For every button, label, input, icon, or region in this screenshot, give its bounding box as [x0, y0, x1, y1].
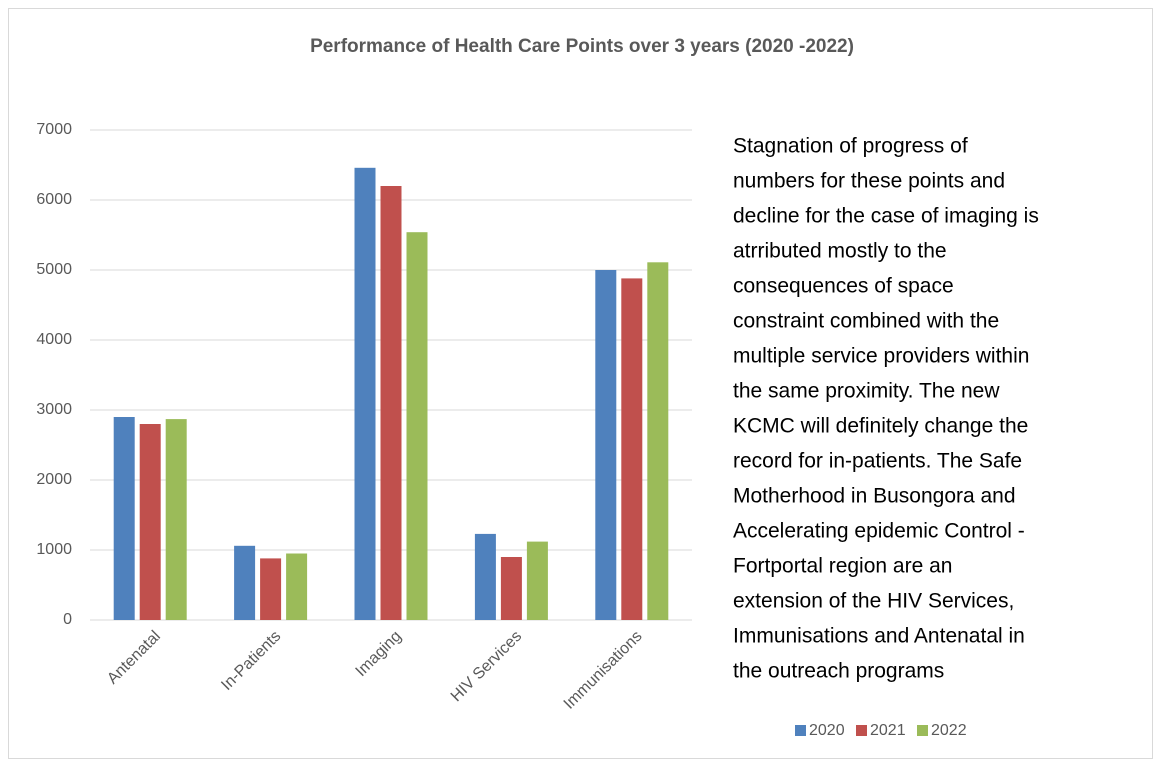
annotation: the outreach programs [733, 660, 944, 683]
annotation: multiple service providers within [733, 345, 1029, 368]
bar [647, 262, 669, 620]
legend-label: 2022 [931, 722, 967, 739]
annotation: Stagnation of progress of [733, 135, 968, 158]
y-tick-label: 0 [63, 611, 72, 628]
legend-label: 2020 [809, 722, 845, 739]
bar [595, 270, 617, 620]
annotation: atrributed mostly to the [733, 240, 947, 263]
legend-swatch [917, 725, 928, 736]
annotation: numbers for these points and [733, 170, 1005, 193]
annotation: Fortportal region are an [733, 555, 952, 578]
annotation: KCMC will definitely change the [733, 415, 1028, 438]
y-tick-label: 1000 [36, 541, 72, 558]
bar [621, 278, 643, 620]
legend-swatch [795, 725, 806, 736]
bar [406, 232, 428, 620]
legend-label: 2021 [870, 722, 906, 739]
y-tick-label: 3000 [36, 401, 72, 418]
bar [139, 424, 161, 620]
annotation: consequences of space [733, 275, 954, 298]
y-tick-label: 7000 [36, 121, 72, 138]
bar [260, 558, 282, 620]
y-tick-label: 5000 [36, 261, 72, 278]
bar [474, 533, 496, 620]
y-tick-label: 2000 [36, 471, 72, 488]
chart-title: Performance of Health Care Points over 3… [310, 36, 854, 57]
bar [234, 545, 256, 620]
annotation: decline for the case of imaging is [733, 205, 1039, 228]
y-tick-label: 4000 [36, 331, 72, 348]
bar [526, 541, 548, 620]
chart-frame [8, 8, 1153, 759]
bar [113, 417, 135, 620]
bar [165, 419, 187, 620]
bar [380, 186, 402, 620]
annotation: the same proximity. The new [733, 380, 1000, 403]
bar [500, 557, 522, 620]
annotation: Motherhood in Busongora and [733, 485, 1016, 508]
annotation: Accelerating epidemic Control - [733, 520, 1025, 543]
legend-swatch [856, 725, 867, 736]
bar [354, 167, 376, 621]
y-tick-label: 6000 [36, 191, 72, 208]
annotation: Immunisations and Antenatal in [733, 625, 1025, 648]
annotation: extension of the HIV Services, [733, 590, 1014, 613]
annotation: record for in-patients. The Safe [733, 450, 1022, 473]
bar [286, 553, 308, 620]
annotation: constraint combined with the [733, 310, 999, 333]
